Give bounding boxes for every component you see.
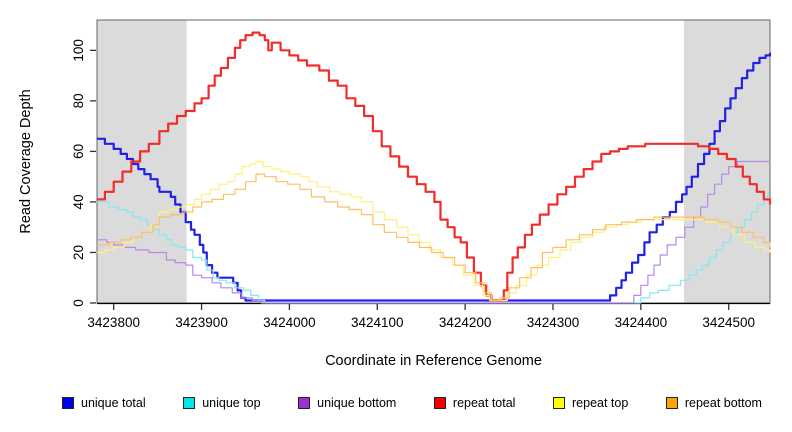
x-axis-title: Coordinate in Reference Genome xyxy=(325,353,542,369)
x-tick-label: 3424500 xyxy=(702,315,755,330)
legend-item-unique-top: unique top xyxy=(183,396,261,410)
x-tick-label: 3424000 xyxy=(263,315,316,330)
plot-box xyxy=(96,19,771,304)
y-tick-label: 80 xyxy=(71,93,86,108)
x-tick-label: 3424100 xyxy=(351,315,404,330)
legend-swatch-icon xyxy=(183,397,196,409)
legend-swatch-icon xyxy=(553,397,565,409)
y-tick-label: 20 xyxy=(71,245,86,260)
x-tick-label: 3424400 xyxy=(615,315,668,330)
series-line-unique-bottom xyxy=(97,160,770,304)
x-tick-label: 3424200 xyxy=(439,315,492,330)
legend-label: unique top xyxy=(202,396,261,410)
legend-item-repeat-bottom: repeat bottom xyxy=(665,396,762,410)
x-tick-label: 3424300 xyxy=(527,315,580,330)
y-tick-label: 40 xyxy=(71,194,86,209)
series-line-repeat-total xyxy=(97,31,772,302)
legend-swatch-icon xyxy=(62,397,74,409)
legend-label: repeat total xyxy=(452,396,516,410)
legend-item-repeat-total: repeat total xyxy=(433,396,516,410)
series-line-unique-total xyxy=(97,52,772,302)
legend-item-unique-bottom: unique bottom xyxy=(298,396,396,410)
chart-legend: unique total unique top unique bottom repea… xyxy=(62,396,762,410)
legend-swatch-icon xyxy=(433,397,446,409)
legend-label: unique bottom xyxy=(317,396,397,410)
x-tick-label: 3423800 xyxy=(87,315,140,330)
series-line-repeat-bottom xyxy=(97,173,771,302)
legend-label: repeat bottom xyxy=(684,396,762,410)
series-line-repeat-top xyxy=(97,160,771,302)
legend-item-repeat-top: repeat top xyxy=(553,396,628,410)
x-tick-label: 3423900 xyxy=(175,315,228,330)
y-tick-label: 0 xyxy=(71,299,86,307)
y-axis-title: Read Coverage Depth xyxy=(18,89,34,233)
legend-swatch-icon xyxy=(298,397,311,409)
legend-label: unique total xyxy=(81,396,146,410)
legend-label: repeat top xyxy=(572,396,629,410)
y-tick-label: 60 xyxy=(71,144,86,159)
shaded-band xyxy=(97,20,187,303)
y-tick-label: 100 xyxy=(71,39,86,62)
coverage-chart: 3423800 3423900 3424000 3424100 3424200 34243… xyxy=(18,19,772,369)
legend-item-unique-total: unique total xyxy=(62,396,146,410)
legend-swatch-icon xyxy=(665,397,678,409)
